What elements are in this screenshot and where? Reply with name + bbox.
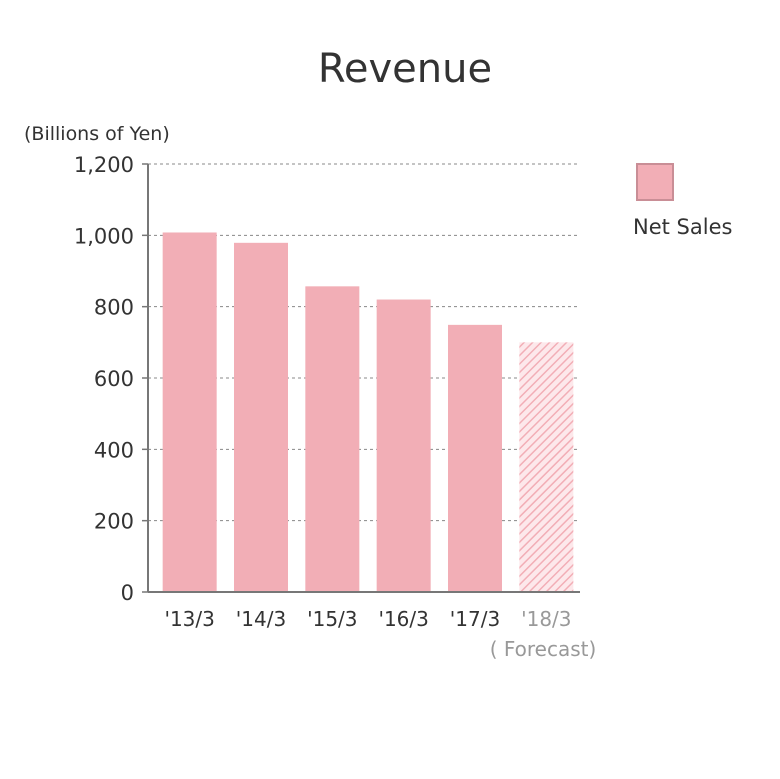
y-tick-label: 200 <box>94 510 134 534</box>
forecast-note: ( Forecast) <box>490 637 597 661</box>
y-tick-label: 600 <box>94 367 134 391</box>
x-tick-label: '17/3 <box>450 607 500 631</box>
y-tick-label: 800 <box>94 296 134 320</box>
x-tick-label: '13/3 <box>164 607 214 631</box>
y-tick-label: 0 <box>121 581 134 605</box>
gridlines <box>142 163 580 593</box>
y-axis-ticks: 0 200 400 600 800 1,000 1,200 <box>74 153 134 605</box>
legend: Net Sales <box>633 163 732 239</box>
bar <box>305 286 360 592</box>
bar <box>162 232 217 593</box>
y-tick-label: 400 <box>94 438 134 462</box>
bar-forecast <box>519 342 574 592</box>
legend-swatch-net-sales <box>636 163 674 201</box>
bars <box>162 232 574 593</box>
y-axis-unit-label: (Billions of Yen) <box>24 123 170 145</box>
x-tick-label: '16/3 <box>378 607 428 631</box>
x-axis-ticks: '13/3 '14/3 '15/3 '16/3 '17/3 '18/3 <box>164 607 571 631</box>
x-tick-label: '15/3 <box>307 607 357 631</box>
legend-label-net-sales: Net Sales <box>633 215 732 239</box>
bar <box>376 299 431 592</box>
y-tick-label: 1,000 <box>74 224 134 248</box>
bar <box>234 242 288 592</box>
y-tick-label: 1,200 <box>74 153 134 177</box>
x-tick-label: '18/3 <box>521 607 571 631</box>
chart-title: Revenue <box>318 46 492 92</box>
x-tick-label: '14/3 <box>236 607 286 631</box>
bar <box>448 324 502 592</box>
